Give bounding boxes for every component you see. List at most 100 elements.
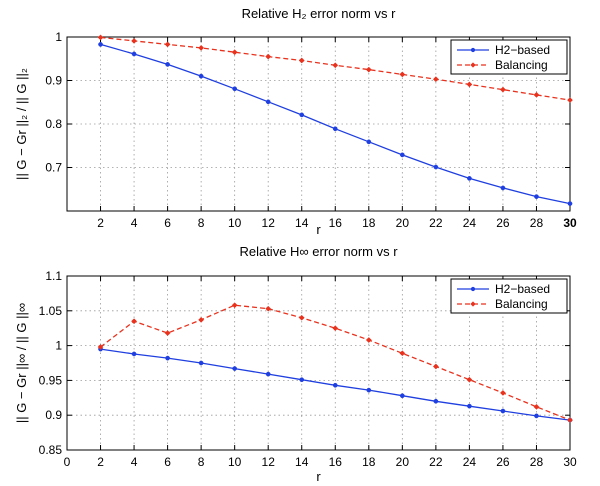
data-point [500,408,506,414]
data-point [131,351,137,357]
x-tick-label: 28 [530,216,544,230]
legend-label: Balancing [495,58,548,72]
data-point [499,86,506,93]
data-point [365,66,372,73]
data-point [131,318,138,325]
data-point [299,377,305,383]
x-tick-label: 12 [262,216,276,230]
data-point [232,366,238,371]
y-tick-label: 1 [55,339,62,353]
x-tick-label: 26 [496,455,510,469]
data-point [165,355,170,361]
data-point [399,350,406,357]
data-point [98,42,103,47]
legend-swatch-marker [470,62,476,68]
data-point [567,201,573,206]
legend-swatch-marker [470,47,476,53]
data-point [198,360,204,366]
data-point [332,62,339,69]
x-tick-label: 22 [429,216,443,230]
y-axis-label: || G − Gr ||₂ / || G ||₂ [14,68,29,180]
series-line [100,304,571,421]
data-point [399,152,405,158]
legend-box [450,39,568,75]
y-tick-label: 0.85 [39,443,63,457]
x-tick-label: 2 [97,216,104,230]
data-point [198,73,204,79]
x-tick-label: 18 [362,216,376,230]
x-tick-label: 24 [463,216,477,230]
x-tick-label: 4 [131,216,138,230]
x-tick-label: 22 [429,455,443,469]
x-tick-label: 16 [329,216,343,230]
data-point [332,382,338,388]
x-tick-label: 10 [228,216,242,230]
data-point [231,49,238,56]
data-point [567,417,573,424]
legend-swatch-marker [470,301,476,307]
data-point [332,126,338,132]
data-point [97,344,104,350]
data-point [232,86,238,92]
data-point [231,302,238,309]
data-point [164,330,171,337]
x-axis-label: r [316,469,321,484]
x-axis-label: r [316,222,321,237]
data-point [366,387,372,393]
x-tick-label: 8 [198,455,205,469]
data-point [433,164,439,170]
data-point [298,57,305,64]
data-point [165,62,170,67]
data-point [399,71,406,78]
data-point [265,371,271,377]
x-tick-label: 30 [563,216,577,230]
x-tick-label: 12 [262,455,276,469]
chart-bottom: 0 2 4 6 8 10 12 14 16 18 20 22 24 26 28 300.850.90.9511… [14,244,577,484]
x-tick-label: 16 [329,455,343,469]
data-point [432,76,439,83]
x-tick-label: 18 [362,455,376,469]
x-tick-label: 30 [563,455,577,469]
data-point [265,305,272,312]
axes-frame [66,36,571,212]
data-point [432,363,439,370]
legend-box [450,278,568,314]
data-point [500,185,506,191]
series-h2-based [98,42,573,206]
data-point [433,398,439,404]
chart-top: 2 4 6 8 10 12 14 16 18 20 22 24 26 28 300.70.80.91Rela… [14,6,577,237]
data-point [299,112,305,118]
y-axis-label: || G − Gr ||∞ / || G ||∞ [14,303,29,423]
legend-label: Balancing [495,297,548,311]
x-tick-label: 20 [396,216,410,230]
data-point [298,314,305,321]
y-tick-label: 0.7 [45,161,62,175]
x-tick-label: 24 [463,455,477,469]
x-tick-label: 14 [295,455,309,469]
legend-swatch-marker [470,286,476,292]
x-tick-label: 10 [228,455,242,469]
legend-item-h2-based: H2−based [457,43,550,57]
data-point [499,389,506,396]
data-point [164,41,171,48]
x-tick-label: 14 [295,216,309,230]
y-tick-label: 0.9 [45,74,62,88]
y-tick-label: 0.8 [45,117,62,131]
data-point [365,337,372,343]
axes-frame [66,275,571,451]
data-point [265,53,272,60]
data-point [399,393,405,399]
data-point [466,81,473,88]
data-point [131,51,137,57]
series-balancing [97,302,573,424]
data-point [466,376,473,383]
legend-item-h2-based: H2−based [457,282,550,296]
data-point [567,97,573,104]
data-point [131,37,138,44]
x-tick-label: 26 [496,216,510,230]
y-tick-label: 1 [55,30,62,44]
chart-title: Relative H∞ error norm vs r [239,244,398,259]
x-tick-label: 8 [198,216,205,230]
legend-item-balancing: Balancing [457,297,548,311]
